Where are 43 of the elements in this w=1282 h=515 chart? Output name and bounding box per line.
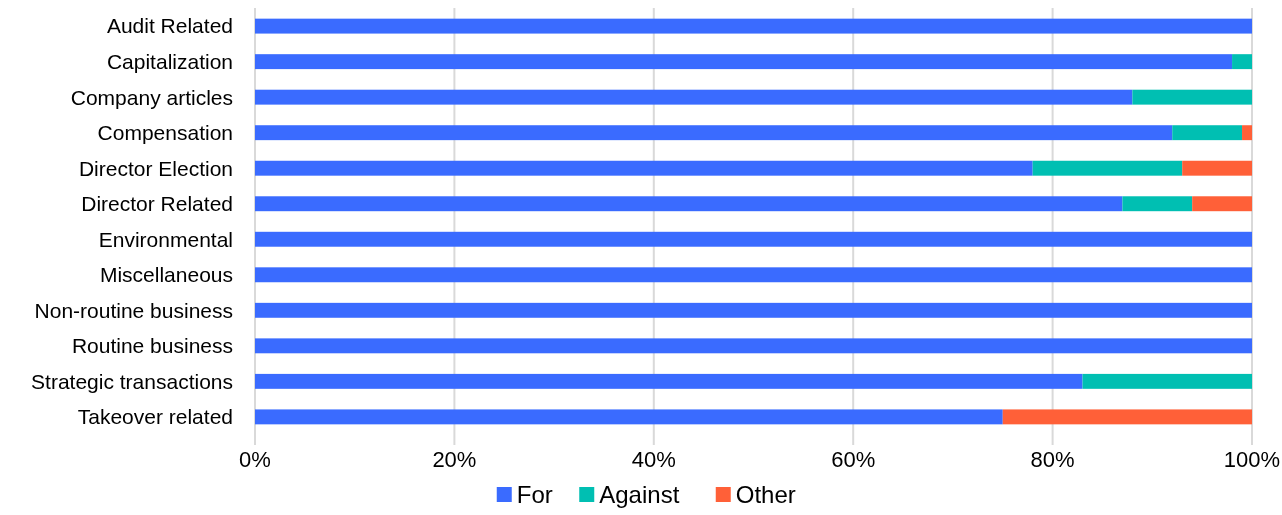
- bar: [1122, 196, 1193, 212]
- y-tick-label: Miscellaneous: [99, 263, 233, 287]
- x-tick-label: 20%: [432, 447, 477, 472]
- bar: [1232, 54, 1252, 70]
- bar: [1132, 89, 1252, 105]
- bar: [255, 267, 1252, 283]
- x-tick-label: 60%: [831, 447, 876, 472]
- y-tick-label: Non-routine business: [34, 298, 233, 322]
- y-tick-label: Environmental: [98, 227, 233, 251]
- bar: [1242, 125, 1252, 141]
- y-tick-label: Takeover related: [77, 405, 233, 429]
- bar: [255, 125, 1173, 141]
- bar: [1082, 373, 1252, 389]
- legend-label: Against: [599, 481, 680, 509]
- y-tick-label: Director Related: [81, 192, 233, 216]
- x-tick-label: 0%: [239, 447, 271, 472]
- y-tick-label: Capitalization: [106, 49, 233, 73]
- x-tick-label: 80%: [1030, 447, 1075, 472]
- bar: [255, 231, 1252, 247]
- x-tick-label: 40%: [631, 447, 676, 472]
- bar: [255, 338, 1252, 354]
- x-tick-label: 100%: [1223, 447, 1281, 472]
- y-tick-label: Compensation: [97, 121, 233, 145]
- bar: [255, 373, 1083, 389]
- bar: [255, 160, 1033, 176]
- bar: [255, 89, 1133, 105]
- bar: [1172, 125, 1243, 141]
- bar: [255, 54, 1233, 70]
- y-tick-label: Routine business: [71, 334, 233, 358]
- y-tick-label: Director Election: [78, 156, 233, 180]
- y-tick-label: Strategic transactions: [31, 369, 233, 393]
- bar: [1192, 196, 1252, 212]
- bar: [255, 196, 1123, 212]
- legend-label: Other: [735, 481, 796, 509]
- y-tick-label: Company articles: [70, 85, 233, 109]
- bar: [1182, 160, 1252, 176]
- bar: [255, 409, 1003, 425]
- legend-label: For: [516, 481, 553, 509]
- bar: [255, 302, 1252, 318]
- bar: [1032, 160, 1183, 176]
- y-tick-label: Audit Related: [106, 14, 233, 38]
- bar: [1002, 409, 1252, 425]
- bar: [255, 18, 1252, 34]
